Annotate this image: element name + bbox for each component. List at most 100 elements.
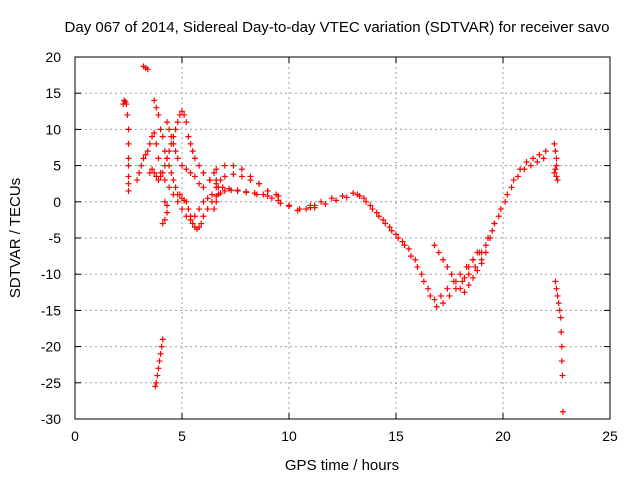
data-point (161, 216, 168, 223)
data-point (333, 197, 340, 204)
series-top-isolated (140, 63, 151, 73)
y-tick-label: -5 (49, 230, 62, 246)
data-point (405, 245, 412, 252)
data-point (552, 278, 559, 285)
data-point (487, 235, 494, 241)
data-point (200, 169, 207, 176)
data-point (328, 195, 335, 202)
y-tick-label: 20 (45, 49, 61, 65)
data-point (155, 111, 162, 118)
data-point (187, 216, 194, 223)
x-tick-label: 25 (602, 428, 618, 444)
data-point (395, 235, 402, 241)
series-track-a (151, 97, 318, 233)
data-point (221, 187, 228, 194)
data-point (554, 292, 561, 299)
data-point (183, 213, 190, 220)
data-point (204, 206, 211, 213)
data-point (268, 195, 275, 202)
series-right-short-vertical-b (159, 198, 171, 227)
data-point (161, 177, 168, 184)
data-point (172, 184, 179, 191)
data-point (472, 263, 479, 270)
data-point (153, 104, 160, 111)
data-point (181, 111, 188, 118)
data-point (183, 198, 190, 205)
data-point (393, 231, 399, 238)
data-point (444, 285, 451, 292)
data-point (170, 140, 177, 147)
data-point (154, 372, 161, 379)
data-point (425, 285, 432, 292)
data-point (161, 198, 168, 205)
data-point (183, 119, 190, 126)
data-point (200, 213, 207, 220)
data-point (461, 289, 468, 296)
data-point (457, 285, 464, 292)
data-point (172, 148, 179, 155)
data-point (527, 162, 534, 169)
data-point (373, 209, 380, 216)
data-point (388, 227, 395, 234)
data-point (482, 249, 489, 256)
data-point (221, 162, 228, 169)
data-point (339, 193, 346, 200)
data-point (350, 190, 357, 197)
data-point (380, 216, 387, 223)
data-point (495, 213, 502, 220)
data-point (153, 379, 160, 386)
data-point (375, 213, 382, 220)
data-point (440, 300, 447, 307)
data-point (196, 162, 203, 169)
x-tick-label: 10 (281, 428, 297, 444)
data-point (204, 195, 211, 202)
data-point (414, 263, 421, 270)
data-point (553, 173, 560, 180)
data-point (474, 267, 481, 274)
y-tick-label: 10 (45, 121, 61, 137)
data-point (164, 155, 171, 162)
data-point (523, 158, 530, 165)
series-bottom-left-vertical (152, 336, 166, 390)
data-point (174, 198, 181, 205)
data-point (176, 191, 183, 198)
data-point (551, 140, 558, 147)
data-point (187, 140, 194, 147)
data-point (166, 184, 173, 191)
data-point (253, 191, 260, 198)
data-point (465, 271, 472, 278)
y-tick-label: -25 (41, 375, 61, 391)
data-point (489, 227, 496, 234)
data-point (322, 200, 329, 207)
data-point (552, 148, 559, 155)
series-right-upper-vertical (551, 140, 561, 184)
data-point (161, 162, 168, 169)
data-point (200, 198, 207, 205)
data-point (140, 155, 147, 162)
data-point (474, 249, 481, 256)
data-point (431, 242, 438, 249)
data-point (552, 166, 559, 173)
data-point (311, 204, 318, 211)
data-point (166, 148, 173, 155)
data-point (478, 260, 485, 267)
data-point (558, 358, 565, 365)
data-point (399, 238, 406, 245)
data-point (369, 206, 376, 213)
data-point (142, 151, 149, 158)
data-point (164, 209, 171, 216)
data-point (540, 155, 547, 162)
data-point (435, 249, 442, 256)
data-point (155, 365, 162, 372)
data-point (134, 177, 141, 184)
series-right-short-vertical-a (211, 169, 222, 213)
data-point (208, 191, 215, 198)
data-point (256, 180, 263, 187)
data-point (508, 184, 515, 191)
data-point (264, 193, 271, 200)
data-point (420, 278, 427, 285)
data-point (243, 188, 250, 195)
data-point (386, 224, 393, 231)
data-point (187, 169, 194, 176)
series-early-left-track (120, 97, 132, 194)
